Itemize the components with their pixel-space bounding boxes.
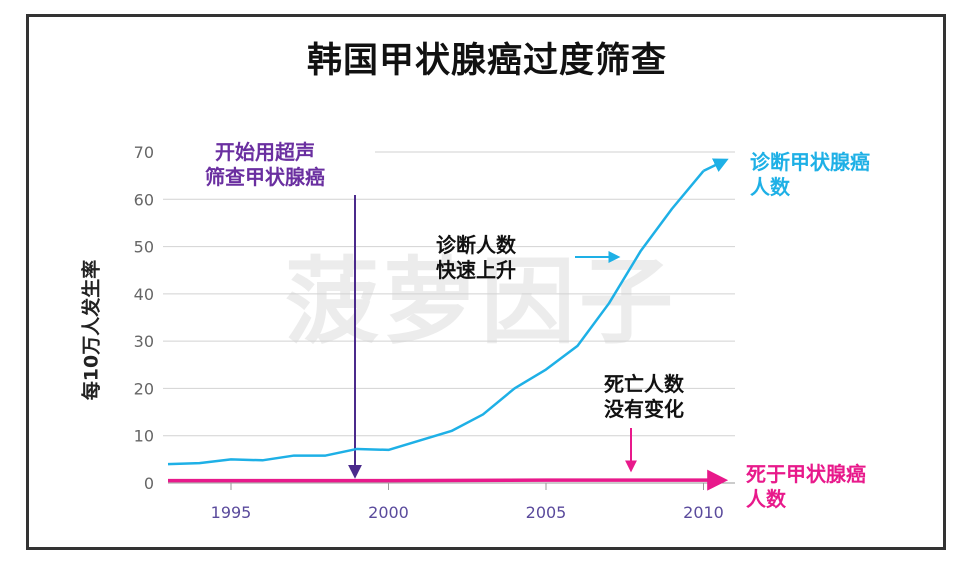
screening-start-annotation: 开始用超声 筛查甲状腺癌 (205, 140, 325, 189)
diagnosis-rise-annotation: 诊断人数 快速上升 (436, 233, 516, 282)
y-tick-label: 70 (134, 143, 154, 162)
chart-title: 韩国甲状腺癌过度筛查 (306, 41, 667, 81)
y-tick-label: 30 (134, 332, 154, 351)
y-tick-label: 0 (144, 474, 154, 493)
death-series-label: 死于甲状腺癌 人数 (746, 462, 866, 511)
x-tick-label: 1995 (211, 503, 252, 522)
y-tick-label: 20 (134, 379, 154, 398)
figure-frame (26, 14, 946, 550)
y-tick-label: 40 (134, 285, 154, 304)
diagnosis-series-line (167, 170, 705, 466)
diagnosis-series-label: 诊断甲状腺癌 人数 (750, 150, 870, 199)
x-tick-label: 2000 (368, 503, 409, 522)
y-tick-label: 50 (134, 238, 154, 257)
x-tick-label: 2005 (526, 503, 567, 522)
deaths-flat-annotation: 死亡人数 没有变化 (604, 372, 684, 421)
y-tick-label: 60 (134, 190, 154, 209)
x-tick-label: 2010 (683, 503, 724, 522)
y-tick-label: 10 (134, 427, 154, 446)
diagnosis-trend-arrow (702, 158, 729, 173)
